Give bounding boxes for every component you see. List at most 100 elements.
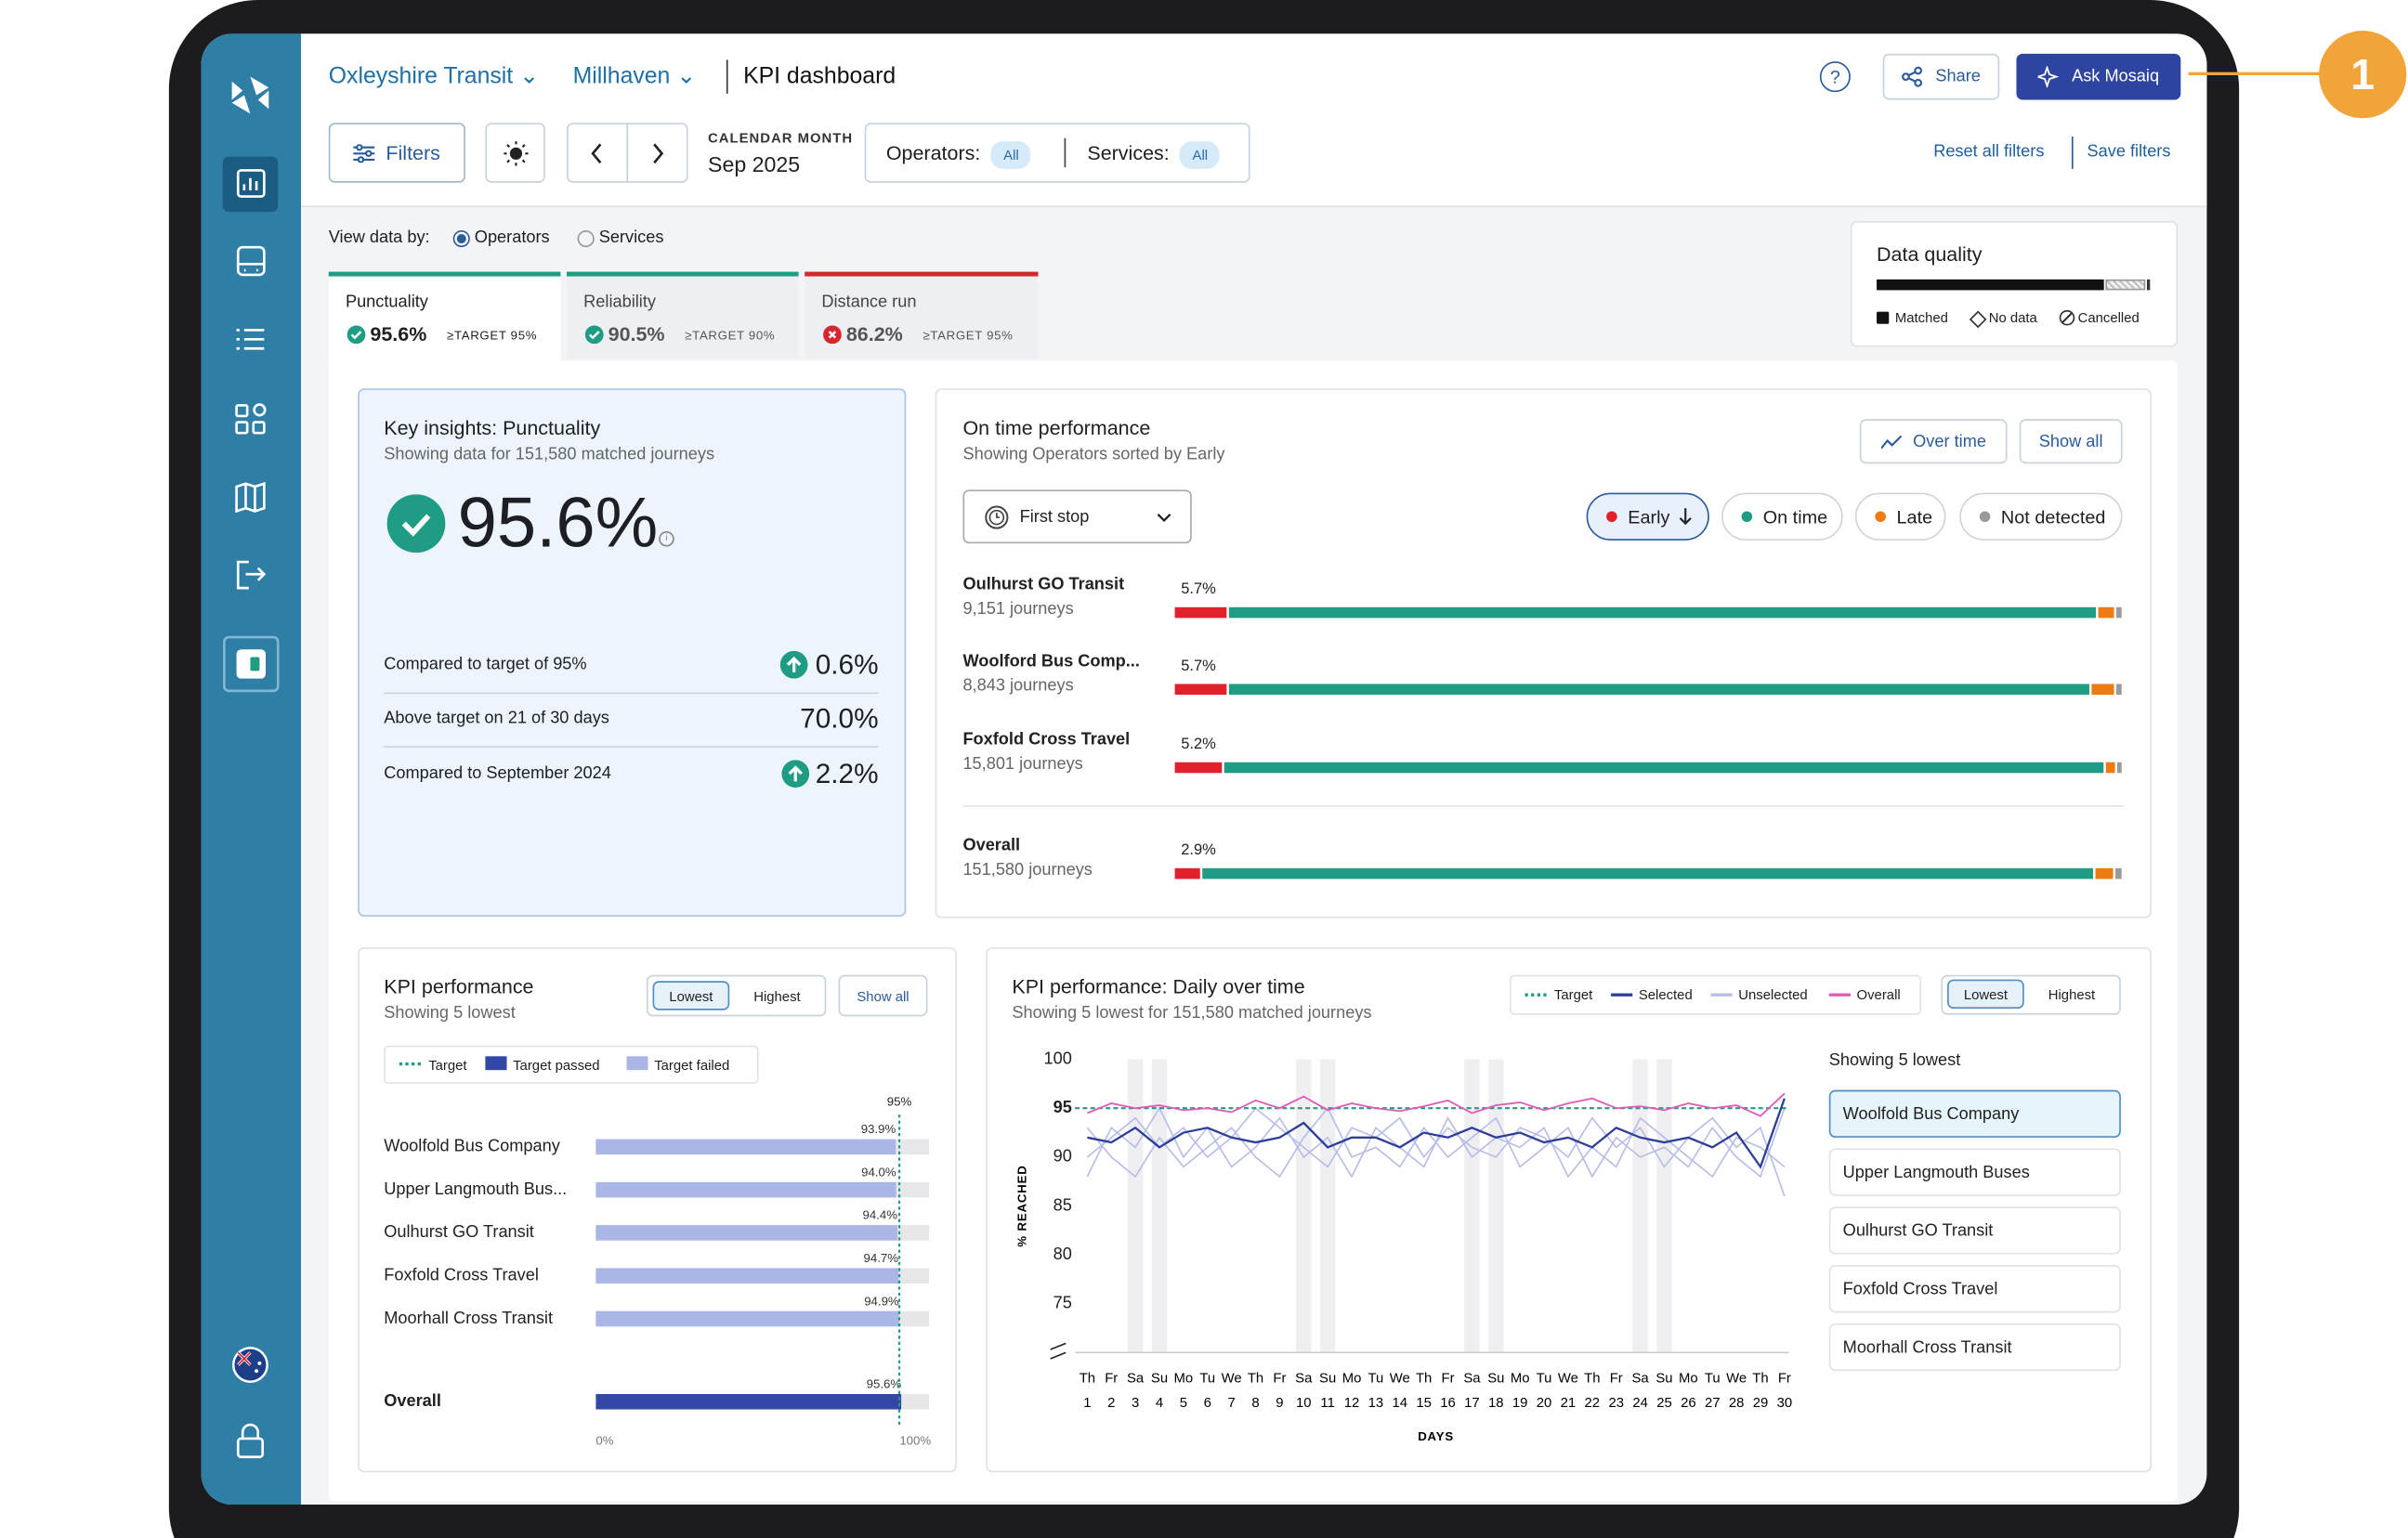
- operator-item[interactable]: Upper Langmouth Buses: [1828, 1148, 2121, 1196]
- no-data-bar: [2105, 279, 2146, 291]
- view-by-label: View data by:: [328, 228, 430, 248]
- area: Millhaven: [572, 62, 671, 89]
- operator-item[interactable]: Woolfold Bus Company: [1828, 1089, 2121, 1138]
- chevron-down: [1157, 513, 1171, 522]
- cancelled-bar: [2146, 279, 2151, 291]
- legend-text: Not detected: [2000, 505, 2106, 528]
- next-month[interactable]: [626, 123, 688, 183]
- tab-distance[interactable]: [805, 271, 1039, 359]
- selected-key: [1611, 993, 1633, 997]
- share-button[interactable]: Share: [1882, 53, 2000, 100]
- lowest-button[interactable]: Lowest: [652, 981, 730, 1010]
- legend-box: [384, 1045, 759, 1085]
- sort-toggle: [646, 974, 827, 1017]
- tab-value: 90.5%: [608, 322, 665, 345]
- callout-line: [2188, 72, 2324, 75]
- matched-bar: [1877, 279, 2104, 291]
- matched-key: [1877, 311, 1890, 324]
- lowest-button[interactable]: Lowest: [1947, 979, 2024, 1010]
- legend-dot: [1741, 511, 1753, 523]
- sort-arrow: [1680, 508, 1693, 526]
- services-filter[interactable]: Services: All: [1087, 141, 1221, 169]
- tab-name: Reliability: [583, 293, 656, 312]
- filters-button[interactable]: Filters: [328, 123, 465, 183]
- insights-card: [358, 388, 907, 917]
- legend-text: Selected: [1638, 986, 1693, 1003]
- nav-logout[interactable]: [236, 560, 267, 590]
- insight-label: Above target on 21 of 30 days: [384, 709, 609, 728]
- legend-box: [1509, 974, 1921, 1015]
- services-value: All: [1180, 141, 1221, 169]
- previous-month[interactable]: [566, 123, 629, 183]
- help-button[interactable]: ?: [1819, 61, 1851, 93]
- chevron-right: [653, 142, 664, 163]
- sparkle-icon: [2037, 66, 2060, 88]
- status-pass: [347, 325, 366, 345]
- info-icon[interactable]: i: [659, 530, 674, 547]
- sidebar: [201, 33, 301, 1505]
- radio-services[interactable]: [577, 229, 595, 248]
- callout-badge: 1: [2319, 31, 2407, 119]
- legend-pill[interactable]: On time: [1721, 492, 1843, 541]
- option-operators[interactable]: Operators: [474, 228, 550, 248]
- nav-apps[interactable]: [235, 403, 267, 435]
- card-subtitle: Showing Operators sorted by Early: [962, 445, 1225, 464]
- region-flag[interactable]: [232, 1347, 268, 1383]
- stop-select[interactable]: First stop: [962, 489, 1192, 544]
- legend-text: No data: [1988, 309, 2037, 326]
- organisation-selector[interactable]: Oxleyshire Transit ⌄: [328, 62, 539, 89]
- passed-key: [485, 1056, 507, 1071]
- pass-icon: [386, 494, 446, 554]
- tab-reliability[interactable]: [566, 271, 799, 359]
- status-fail: [823, 325, 842, 345]
- over-time-button[interactable]: Over time: [1859, 419, 2008, 464]
- legend-pill[interactable]: Late: [1854, 492, 1946, 541]
- nav-app-box[interactable]: [223, 635, 280, 693]
- over-time-label: Over time: [1913, 432, 1986, 451]
- radio-operators[interactable]: [452, 229, 470, 248]
- operator-item[interactable]: Foxfold Cross Travel: [1828, 1265, 2121, 1313]
- tab-value: 86.2%: [845, 322, 903, 345]
- nav-dashboard[interactable]: [236, 169, 266, 198]
- operator-item[interactable]: Oulhurst GO Transit: [1828, 1206, 2121, 1255]
- nav-lock[interactable]: [236, 1423, 264, 1459]
- legend-pill[interactable]: Not detected: [1959, 492, 2123, 541]
- nav-vehicles[interactable]: [236, 245, 266, 277]
- filters-label: Filters: [386, 141, 440, 164]
- scope-filter[interactable]: [864, 123, 1250, 183]
- save-filters[interactable]: Save filters: [2087, 142, 2171, 162]
- calendar-label: CALENDAR MONTH: [708, 130, 854, 147]
- legend-text: On time: [1762, 505, 1828, 528]
- status-pass: [584, 325, 604, 345]
- share-icon: [1902, 66, 1923, 87]
- tab-punctuality[interactable]: [328, 271, 561, 363]
- legend-dot: [1875, 511, 1886, 523]
- operators-label: Operators:: [885, 141, 981, 164]
- theme-button[interactable]: [485, 123, 545, 183]
- option-services[interactable]: Services: [598, 228, 664, 248]
- scope-divider: [1064, 137, 1067, 168]
- ask-label: Ask Mosaiq: [2072, 67, 2160, 86]
- app-icon-mark: [250, 657, 260, 671]
- highest-button[interactable]: Highest: [2030, 979, 2114, 1010]
- chevron-left: [591, 142, 602, 163]
- nav-list[interactable]: [236, 329, 265, 350]
- tab-name: Punctuality: [345, 293, 428, 312]
- target-key: [1525, 993, 1547, 997]
- show-all-button[interactable]: Show all: [838, 974, 928, 1017]
- operator-item[interactable]: Moorhall Cross Transit: [1828, 1323, 2121, 1372]
- reset-filters[interactable]: Reset all filters: [1933, 142, 2045, 162]
- operators-filter[interactable]: Operators: All: [886, 141, 1031, 169]
- show-all-button[interactable]: Show all: [2019, 419, 2123, 464]
- card-title: On time performance: [962, 415, 1151, 439]
- target-key: [399, 1062, 421, 1066]
- nav-map[interactable]: [235, 481, 266, 514]
- area-selector[interactable]: Millhaven ⌄: [572, 62, 697, 89]
- legend-pill[interactable]: Early: [1586, 492, 1709, 541]
- card-subtitle: Showing 5 lowest: [384, 1004, 516, 1023]
- ask-button[interactable]: Ask Mosaiq: [2016, 53, 2181, 100]
- legend-text: Target failed: [654, 1057, 730, 1074]
- highest-button[interactable]: Highest: [737, 981, 818, 1010]
